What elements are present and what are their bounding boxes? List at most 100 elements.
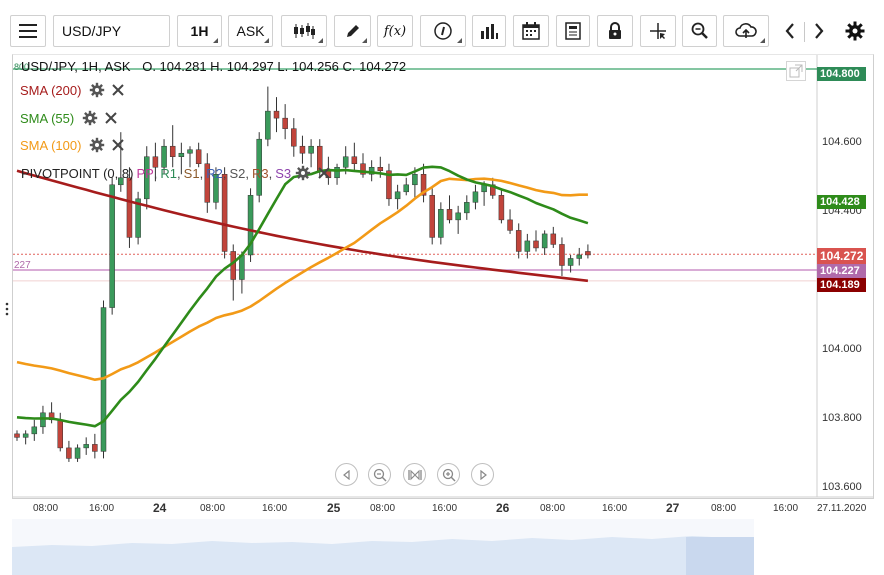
price-tag-last: 104.272: [817, 248, 866, 264]
indicator-sma-100: SMA (100): [20, 137, 125, 153]
candle-body: [403, 184, 409, 193]
symbol-label: USD/JPY: [62, 23, 122, 39]
ohlc-low: L. 104.256: [277, 59, 339, 74]
candle-body: [368, 167, 375, 175]
candle-body: [429, 195, 435, 238]
price-axis-label: 103.800: [822, 412, 862, 424]
ohlc-close: C. 104.272: [342, 59, 407, 74]
close-icon[interactable]: [111, 83, 125, 97]
draw-pencil-icon: [346, 25, 359, 37]
zoom-button[interactable]: [682, 15, 717, 47]
time-axis-label: 16:00: [262, 503, 288, 514]
toolbar: USD/JPY 1H ASK f(x): [0, 0, 884, 47]
pivot-s2: S2: [229, 165, 246, 181]
candle-body: [126, 177, 133, 238]
price-axis-label: 104.000: [822, 343, 862, 355]
draw-tool-button[interactable]: [334, 15, 371, 47]
scroll-back-button[interactable]: [335, 463, 358, 486]
chevron-left-icon: [785, 23, 794, 39]
candle-body: [412, 174, 418, 186]
pivot-r2: R2: [206, 165, 223, 181]
zoom-in-button[interactable]: [437, 463, 460, 486]
candle-body: [420, 174, 427, 196]
price-type-button[interactable]: ASK: [228, 15, 273, 47]
time-axis-label: 16:00: [773, 503, 799, 514]
candle-body: [455, 212, 461, 221]
settings-gear-icon[interactable]: [89, 82, 105, 98]
price-tag-r-level: 104.800: [817, 67, 866, 81]
indicator-sma-55: SMA (55): [20, 110, 118, 126]
indicator-label: SMA (55): [20, 110, 75, 126]
timeframe-label: 1H: [190, 23, 209, 39]
chart-frame: [12, 54, 874, 499]
news-button[interactable]: [556, 15, 590, 47]
candle-body: [550, 233, 557, 245]
function-icon: f(x): [383, 23, 407, 39]
candle-body: [576, 254, 582, 259]
settings-gear-icon[interactable]: [295, 165, 311, 181]
ohlc-symbol: USD/JPY, 1H, ASK: [21, 59, 131, 74]
time-axis-day: 27: [666, 501, 680, 515]
settings-gear-icon[interactable]: [89, 137, 105, 153]
close-icon[interactable]: [104, 111, 118, 125]
time-axis-label: 08:00: [370, 503, 396, 514]
candle-body: [394, 191, 401, 200]
candle-body: [118, 177, 124, 186]
info-button[interactable]: [420, 15, 466, 47]
candle-body: [66, 447, 72, 459]
zoom-out-button[interactable]: [368, 463, 391, 486]
price-axis-label: 103.600: [822, 481, 862, 493]
calendar-button[interactable]: [513, 15, 549, 47]
lock-button[interactable]: [597, 15, 633, 47]
time-axis-label: 08:00: [711, 503, 737, 514]
scroll-left-button[interactable]: [776, 15, 804, 47]
candle-body: [178, 152, 185, 157]
price-tag-sma-200: 104.189: [817, 278, 866, 292]
candle-body: [213, 174, 219, 203]
candle-body: [498, 195, 505, 221]
news-icon: [565, 22, 581, 40]
indicator-pivotpoint: PIVOTPOINT (0, 8) PP, R1, S1, R2, S2, R3…: [21, 165, 331, 181]
time-axis-day: 25: [327, 501, 341, 515]
time-axis-date: 27.11.2020: [817, 503, 867, 514]
ohlc-open: O. 104.281: [142, 59, 207, 74]
menu-button[interactable]: [10, 15, 46, 47]
time-axis-label: 16:00: [602, 503, 628, 514]
scroll-right-button[interactable]: [805, 15, 833, 47]
expand-chart-button[interactable]: [786, 61, 806, 81]
settings-gear-icon[interactable]: [82, 110, 98, 126]
crosshair-button[interactable]: [640, 15, 676, 47]
candle-body: [22, 433, 29, 438]
time-axis-day: 26: [496, 501, 510, 515]
candle-body: [360, 163, 366, 175]
candle-body: [57, 419, 63, 449]
reset-view-button[interactable]: [403, 463, 426, 486]
candle-body: [221, 174, 228, 252]
lock-icon: [609, 22, 621, 39]
volume-bars-icon: [481, 24, 498, 39]
save-cloud-button[interactable]: [723, 15, 769, 47]
price-type-label: ASK: [236, 23, 265, 39]
indicators-button[interactable]: f(x): [377, 15, 413, 47]
scroll-forward-button[interactable]: [471, 463, 494, 486]
overview-navigator[interactable]: [12, 519, 874, 575]
symbol-input[interactable]: USD/JPY: [53, 15, 170, 47]
close-icon[interactable]: [317, 166, 331, 180]
candle-body: [161, 145, 167, 168]
expand-icon: [789, 64, 803, 78]
candle-body: [342, 156, 349, 168]
indicator-label: SMA (200): [20, 82, 82, 98]
timeframe-button[interactable]: 1H: [177, 15, 222, 47]
candlestick-type-icon: [294, 23, 315, 39]
close-icon[interactable]: [111, 138, 125, 152]
pivot-name: PIVOTPOINT (0, 8): [21, 165, 134, 181]
candle-body: [438, 209, 444, 238]
panel-resize-handle[interactable]: [5, 302, 9, 316]
volume-button[interactable]: [472, 15, 506, 47]
time-axis-label: 16:00: [89, 503, 115, 514]
candle-body: [204, 163, 211, 203]
chart-type-button[interactable]: [281, 15, 327, 47]
time-axis-day: 24: [153, 501, 167, 515]
settings-button[interactable]: [840, 15, 870, 47]
